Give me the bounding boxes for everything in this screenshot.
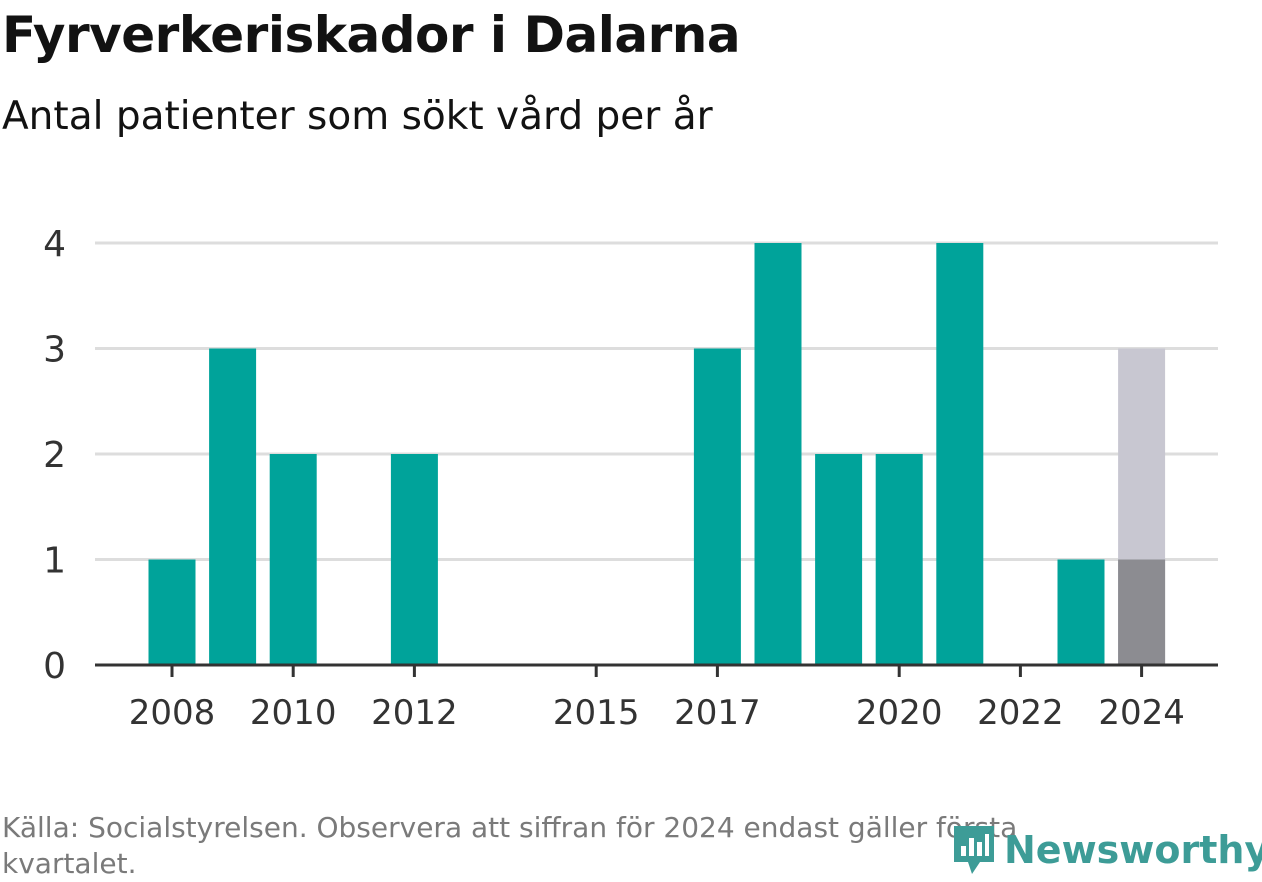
x-tick-label: 2017 [674, 693, 761, 733]
y-tick-label: 3 [43, 330, 66, 371]
partial-bar [1118, 559, 1166, 665]
x-tick-label: 2008 [129, 693, 216, 733]
bar [754, 243, 802, 665]
x-tick-label: 2015 [553, 693, 640, 733]
newsworthy-logo-icon [954, 826, 994, 874]
bar [815, 454, 863, 665]
axes: 0 1 2 3 4 2008 2010 2012 2015 2017 2020 2022 2024 [43, 224, 1218, 733]
bar [875, 454, 923, 665]
bar [693, 348, 741, 665]
brand-name: Newsworthy [1004, 828, 1262, 872]
bars [148, 243, 1166, 665]
bar [148, 559, 196, 665]
y-tick-label: 2 [43, 435, 66, 476]
chart-title: Fyrverkeriskador i Dalarna [2, 6, 741, 64]
gridlines [95, 241, 1218, 561]
bar [209, 348, 257, 665]
bar [936, 243, 984, 665]
y-tick-label: 4 [43, 224, 66, 265]
x-tick-label: 2010 [250, 693, 337, 733]
newsworthy-logo: Newsworthy [950, 822, 1262, 878]
x-tick-label: 2024 [1098, 693, 1185, 733]
y-tick-label: 0 [43, 646, 66, 687]
y-tick-label: 1 [43, 541, 66, 582]
bar [1057, 559, 1105, 665]
x-tick-label: 2022 [977, 693, 1064, 733]
x-tick-label: 2020 [856, 693, 943, 733]
bar [269, 454, 317, 665]
bar [390, 454, 438, 665]
source-note: Källa: Socialstyrelsen. Observera att si… [2, 811, 1018, 880]
bar-chart: 0 1 2 3 4 2008 2010 2012 2015 2017 2020 2022 2024 [43, 224, 1218, 733]
chart-subtitle: Antal patienter som sökt vård per år [2, 94, 713, 139]
x-tick-label: 2012 [371, 693, 458, 733]
